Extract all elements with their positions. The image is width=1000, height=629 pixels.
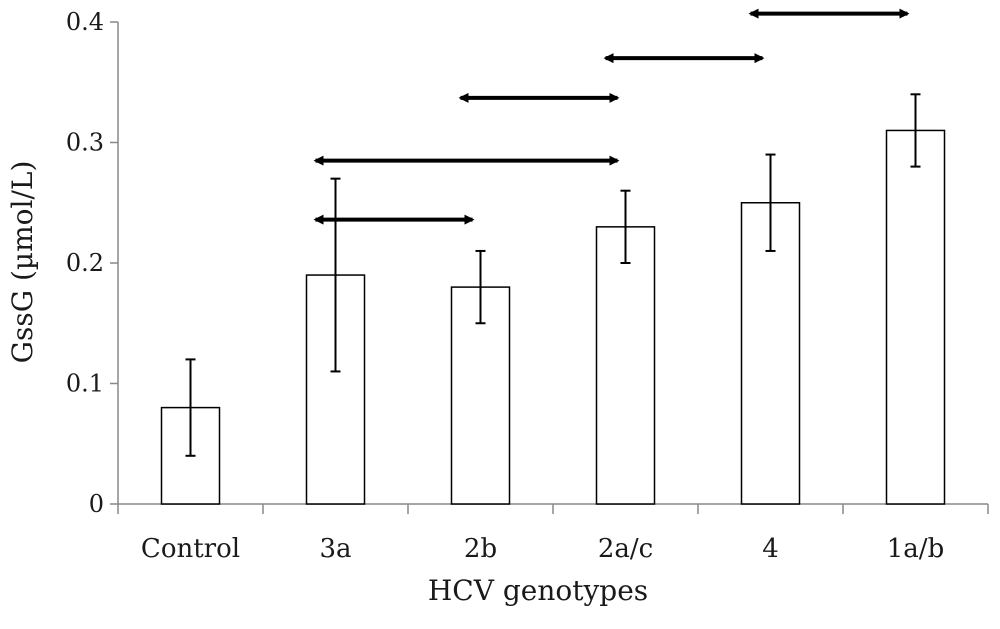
- plot-area: 0 0.1 0.2 0.3 0.4 Control 3a 2b 2a/c 4 1a/b: [66, 8, 989, 564]
- bar: [740, 202, 801, 505]
- y-tick-label: 0.2: [66, 249, 104, 277]
- x-category-label: 4: [762, 534, 779, 564]
- bar: [595, 226, 656, 505]
- bar: [885, 129, 946, 505]
- x-category-label: 1a/b: [887, 534, 944, 564]
- y-tick-label: 0.4: [66, 8, 104, 36]
- y-tick-label: 0: [89, 490, 104, 518]
- x-category-label: 2b: [464, 534, 497, 564]
- y-axis-title: GssG (µmol/L): [6, 161, 39, 364]
- x-axis-title: HCV genotypes: [428, 574, 648, 607]
- x-category-label: 3a: [319, 534, 351, 564]
- x-category-label: Control: [141, 534, 240, 564]
- y-tick-label: 0.3: [66, 129, 104, 157]
- y-tick-label: 0.1: [66, 370, 104, 398]
- x-category-label: 2a/c: [598, 534, 653, 564]
